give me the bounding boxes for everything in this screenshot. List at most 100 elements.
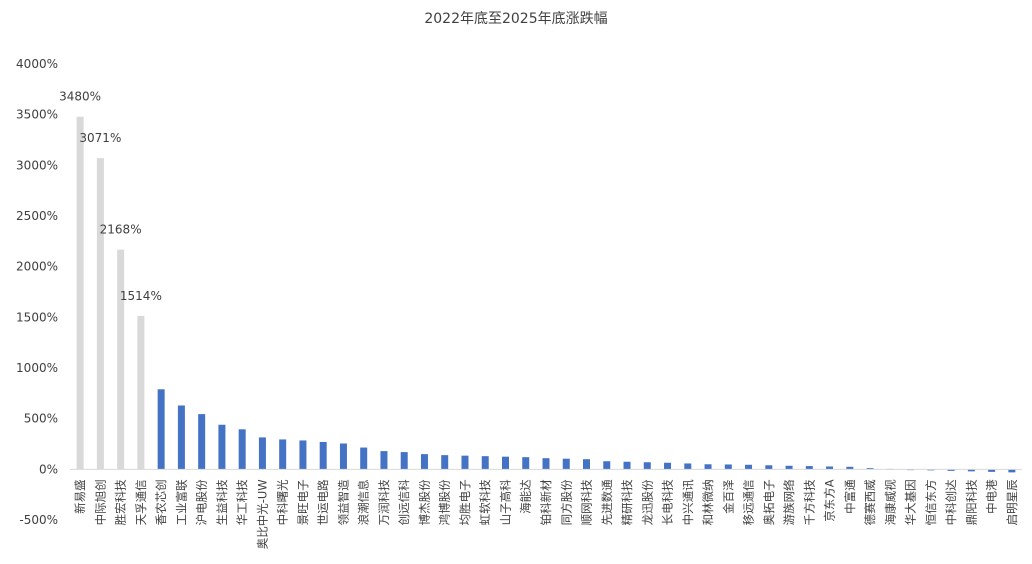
bar-4	[157, 389, 165, 470]
bar-29	[664, 462, 672, 470]
bar-11	[299, 440, 307, 470]
x-tick-label: 启明星辰	[1005, 479, 1019, 525]
bar-8	[238, 429, 246, 470]
x-tick-label: 游族网络	[782, 479, 796, 525]
bar-24	[562, 458, 570, 470]
chart-title: 2022年底至2025年底涨跌幅	[424, 11, 608, 27]
bar-15	[380, 451, 388, 470]
bar-1	[96, 158, 104, 470]
bar-13	[339, 443, 347, 470]
bar-14	[360, 447, 368, 470]
x-tick-label: 均胜电子	[458, 479, 472, 525]
y-tick-label: 500%	[24, 412, 58, 426]
bar-9	[258, 437, 266, 470]
y-tick-label: -500%	[19, 513, 58, 527]
x-tick-label: 京东方A	[823, 479, 837, 521]
x-tick-label: 中科创达	[944, 479, 958, 525]
x-tick-label: 领益智造	[336, 479, 350, 525]
x-tick-label: 长电科技	[661, 479, 675, 525]
x-tick-label: 华大基因	[904, 479, 918, 525]
bars-group	[76, 116, 1016, 473]
x-tick-label: 龙迅股份	[640, 479, 654, 525]
y-tick-label: 2000%	[16, 260, 58, 274]
bar-32	[724, 464, 732, 470]
bar-42	[927, 469, 935, 471]
y-tick-label: 2500%	[16, 209, 58, 223]
bar-3	[137, 315, 145, 470]
x-tick-label: 奥拓电子	[762, 479, 776, 525]
bar-39	[866, 468, 874, 470]
bar-12	[319, 441, 327, 470]
x-tick-label: 奥比中光-UW	[255, 479, 269, 549]
x-tick-label: 创远信科	[397, 479, 411, 525]
x-tick-label: 生益科技	[215, 479, 229, 525]
y-tick-label: 1500%	[16, 310, 58, 324]
x-tick-label: 海康威视	[883, 479, 897, 525]
bar-36	[805, 466, 813, 470]
bar-2	[117, 249, 125, 470]
bar-5	[177, 405, 185, 470]
x-tick-label: 万润科技	[377, 479, 391, 525]
x-tick-label: 德赛西威	[863, 479, 877, 525]
bar-21	[501, 456, 509, 470]
x-tick-label: 中富通	[843, 479, 857, 514]
x-tick-label: 鸿博股份	[438, 479, 452, 525]
bar-18	[441, 455, 449, 470]
x-tick-label: 浪潮信息	[357, 479, 371, 525]
y-axis: -500% 0% 500% 1000% 1500% 2000% 2500% 3000% 3500…	[16, 57, 58, 527]
bar-30	[684, 463, 692, 470]
x-tick-label: 山子高科	[498, 479, 512, 525]
x-tick-label: 虹软科技	[478, 479, 492, 525]
x-tick-label: 和林微纳	[701, 479, 715, 525]
bar-37	[826, 466, 834, 470]
bar-44	[967, 469, 975, 472]
x-tick-label: 精研科技	[620, 479, 634, 525]
x-tick-label: 千方科技	[802, 479, 816, 525]
x-tick-label: 铂科新材	[539, 479, 553, 525]
x-axis: 新易盛 中际旭创 胜宏科技 天孚通信 香农芯创 工业富联 沪电股份 生益科技 华工科技 奥比中光-…	[70, 468, 1022, 549]
x-tick-label: 金百泽	[721, 479, 735, 514]
bar-34	[765, 465, 773, 470]
x-tick-label: 世运电路	[316, 479, 330, 525]
x-tick-label: 同方股份	[559, 479, 573, 525]
data-label: 2168%	[100, 223, 142, 237]
bar-38	[846, 466, 854, 470]
data-label: 3480%	[59, 90, 101, 104]
data-label: 3071%	[79, 131, 121, 145]
y-tick-label: 4000%	[16, 57, 58, 71]
bar-6	[198, 414, 206, 470]
y-tick-label: 1000%	[16, 361, 58, 375]
y-tick-label: 3500%	[16, 108, 58, 122]
x-tick-label: 中电港	[985, 479, 999, 514]
x-tick-label: 华工科技	[235, 479, 249, 525]
data-label: 1514%	[120, 289, 162, 303]
x-tick-label: 香农芯创	[154, 479, 168, 525]
y-tick-label: 0%	[39, 462, 58, 476]
bar-0	[76, 116, 84, 470]
bar-23	[542, 458, 550, 470]
x-tick-label: 中际旭创	[93, 479, 107, 525]
x-tick-label: 中兴通讯	[681, 479, 695, 525]
bar-19	[461, 455, 469, 470]
x-tick-label: 顺网科技	[580, 479, 594, 525]
bar-17	[420, 454, 428, 470]
x-tick-label: 新易盛	[73, 479, 87, 514]
x-tick-label: 移远通信	[742, 479, 756, 525]
bar-45	[988, 469, 996, 472]
x-tick-label: 鼎阳科技	[964, 479, 978, 525]
bar-26	[603, 461, 611, 470]
bar-46	[1008, 469, 1016, 473]
bar-7	[218, 424, 226, 470]
bar-28	[643, 462, 651, 470]
x-tick-label: 天孚通信	[134, 479, 148, 525]
x-tick-label: 先进数通	[600, 479, 614, 525]
x-tick-label: 胜宏科技	[114, 479, 128, 525]
x-tick-label: 沪电股份	[195, 479, 209, 525]
bar-43	[947, 469, 955, 471]
bar-35	[785, 465, 793, 470]
x-tick-label: 海能达	[519, 479, 533, 514]
y-tick-label: 3000%	[16, 158, 58, 172]
x-tick-label: 恒信东方	[924, 479, 938, 525]
